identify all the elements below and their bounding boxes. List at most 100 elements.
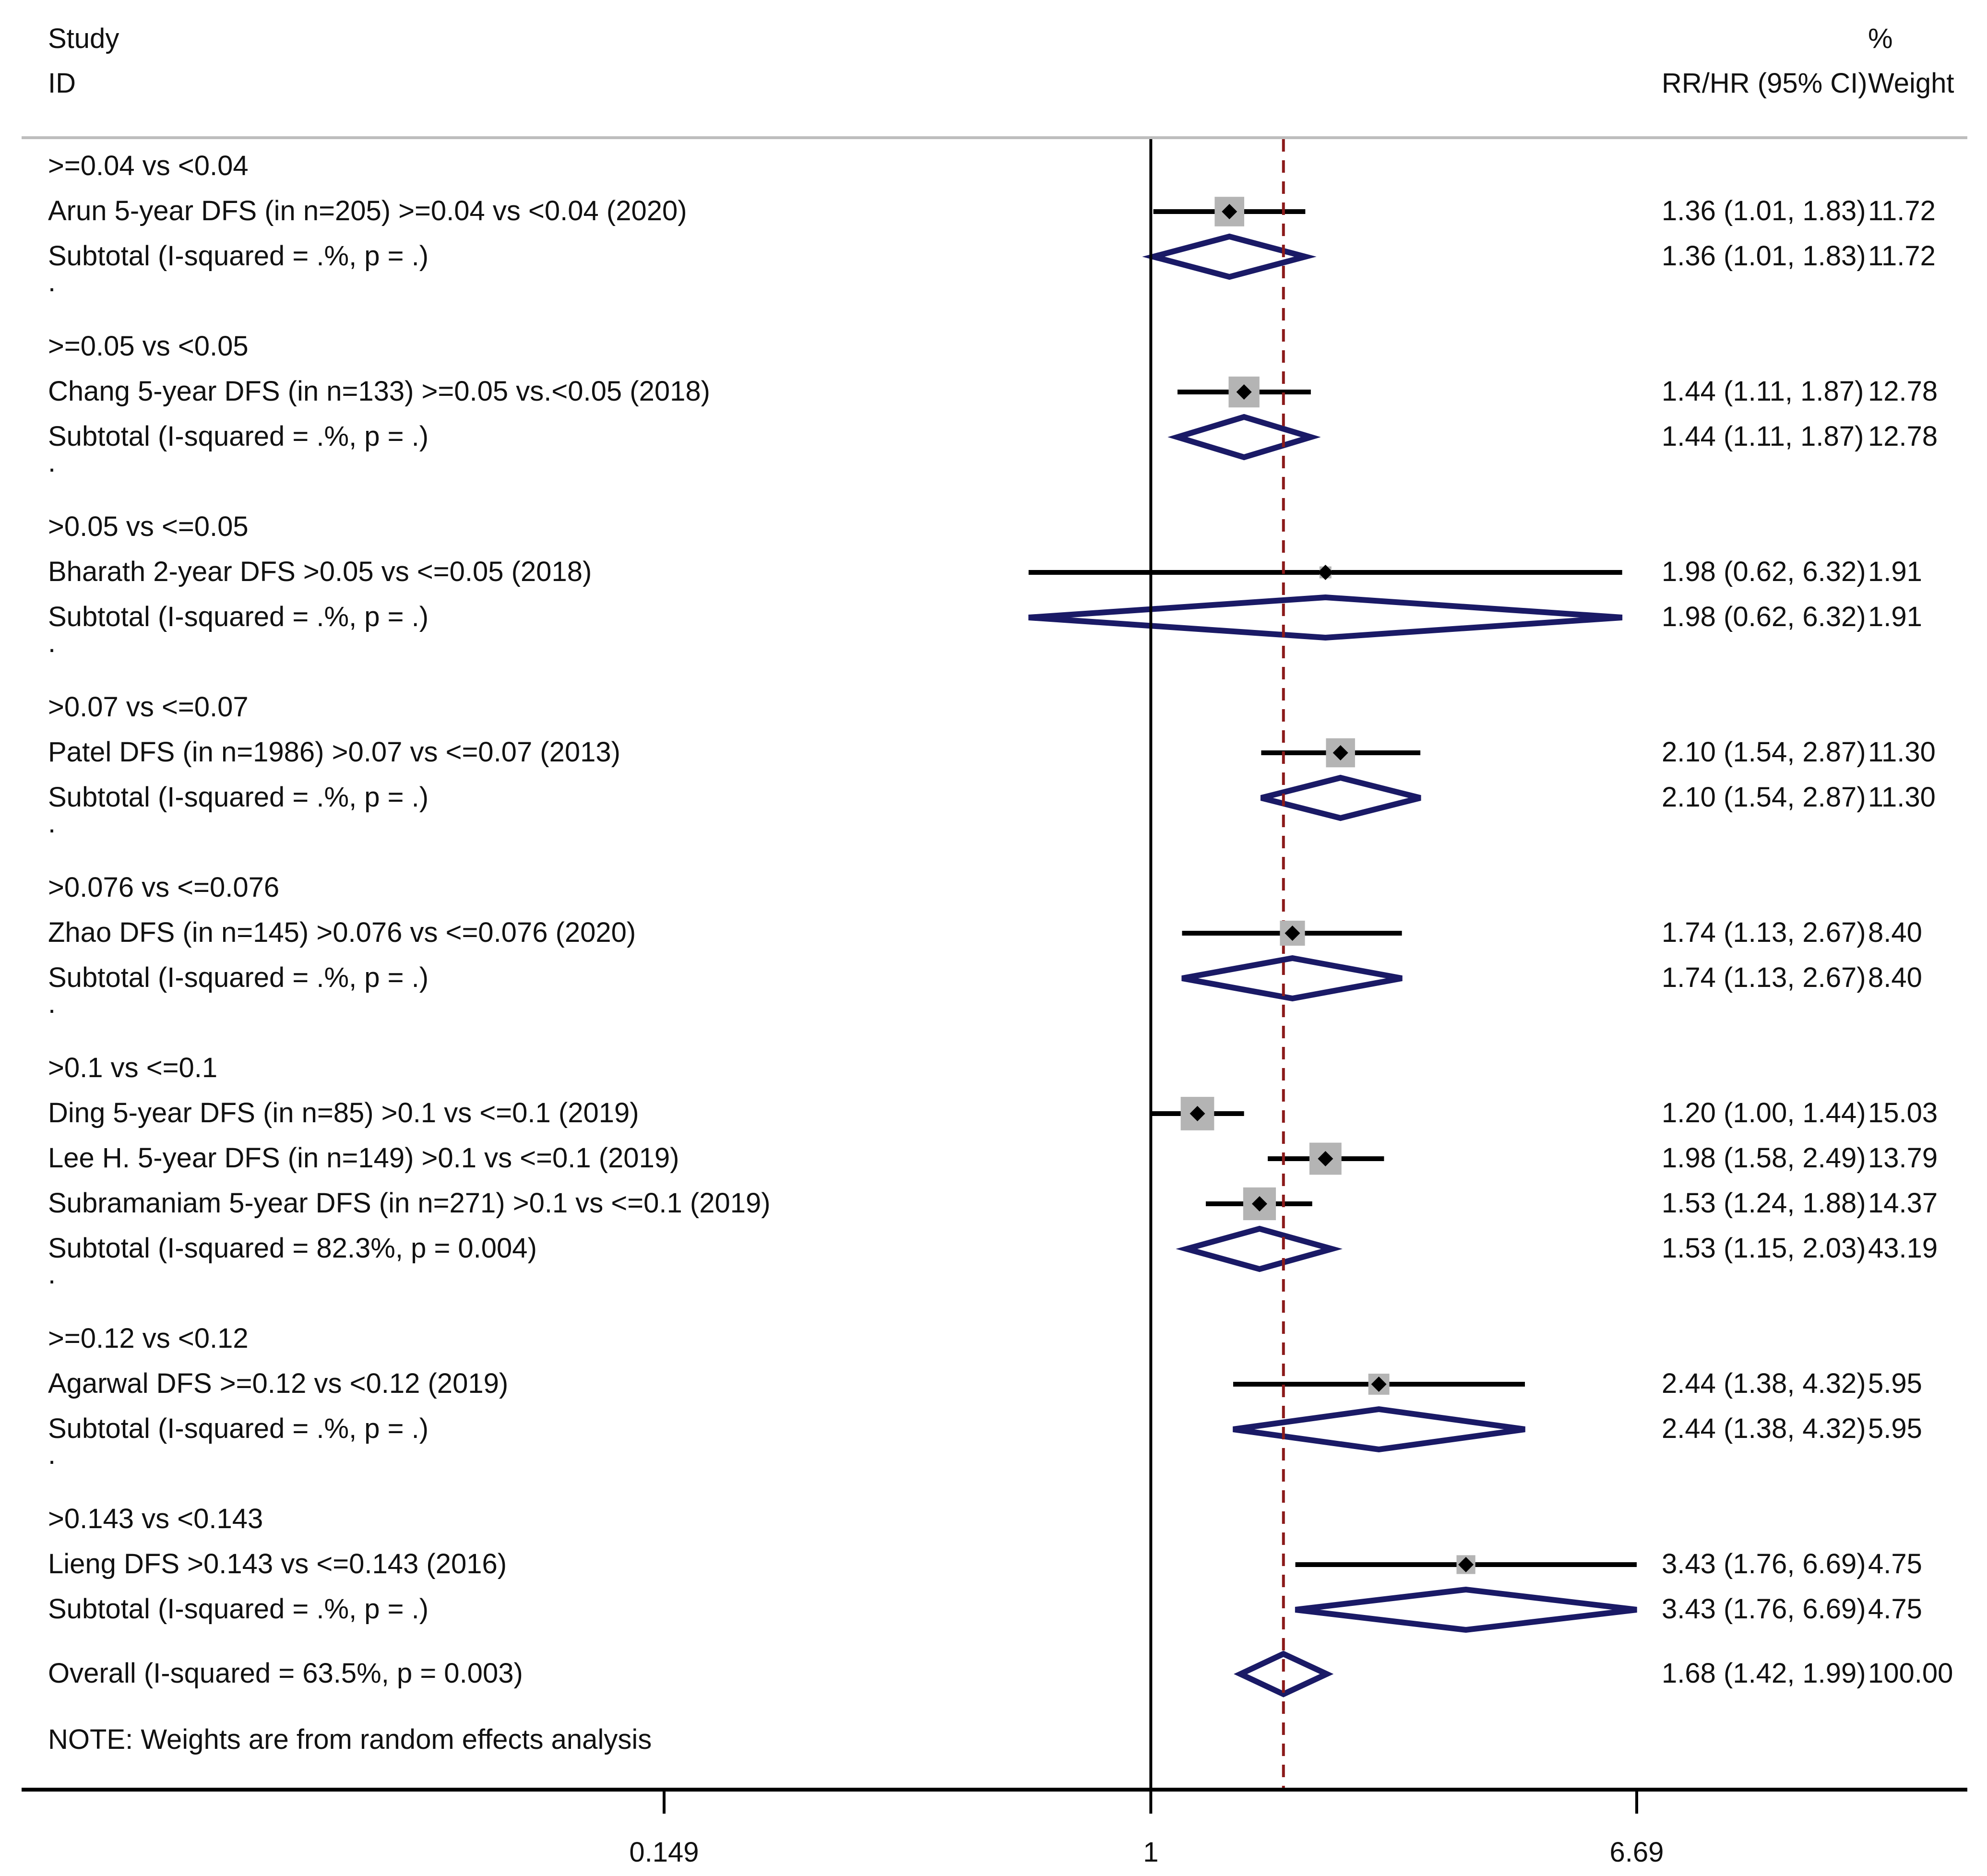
subtotal-label: Subtotal (I-squared = .%, p = .): [48, 782, 428, 813]
subtotal-diamond: [1167, 414, 1321, 461]
subtotal-diamond: [1260, 774, 1421, 821]
group-separator: .: [48, 447, 56, 478]
point-estimate: [1190, 1106, 1205, 1121]
point-estimate: [1318, 1151, 1333, 1166]
header-id: ID: [48, 68, 76, 99]
subtotal-ci: 2.10 (1.54, 2.87): [1662, 782, 1866, 813]
subtotal-diamond: [1233, 1406, 1525, 1453]
subtotal-weight: 11.30: [1868, 782, 1936, 813]
overall-diamond: [1234, 1650, 1334, 1698]
overall-label: Overall (I-squared = 63.5%, p = 0.003): [48, 1658, 523, 1689]
subtotal-diamond: [1028, 594, 1623, 641]
subtotal-label: Subtotal (I-squared = .%, p = .): [48, 601, 428, 632]
subtotal-diamond: [1142, 233, 1317, 280]
header-weight: Weight: [1868, 68, 1954, 99]
x-tick-label: 0.149: [629, 1837, 699, 1868]
group-label: >=0.12 vs <0.12: [48, 1323, 249, 1354]
point-estimate: [1333, 745, 1348, 760]
study-weight: 12.78: [1868, 376, 1938, 407]
point-estimate: [1318, 565, 1333, 580]
group-label: >0.076 vs <=0.076: [48, 872, 279, 903]
x-tick-label: 6.69: [1610, 1837, 1664, 1868]
group-separator: .: [48, 988, 56, 1019]
study-name: Arun 5-year DFS (in n=205) >=0.04 vs <0.…: [48, 195, 687, 226]
study-ci: 3.43 (1.76, 6.69): [1662, 1548, 1866, 1579]
subtotal-weight: 4.75: [1868, 1593, 1922, 1625]
subtotal-ci: 3.43 (1.76, 6.69): [1662, 1593, 1866, 1625]
study-ci: 1.36 (1.01, 1.83): [1662, 195, 1866, 226]
subtotal-weight: 5.95: [1868, 1413, 1922, 1444]
study-name: Zhao DFS (in n=145) >0.076 vs <=0.076 (2…: [48, 917, 636, 948]
group-separator: .: [48, 266, 56, 297]
group-label: >0.143 vs <0.143: [48, 1503, 263, 1534]
x-tick-label: 1: [1143, 1837, 1158, 1868]
point-estimate: [1285, 926, 1300, 941]
study-ci: 1.44 (1.11, 1.87): [1662, 376, 1864, 407]
header-effect: RR/HR (95% CI): [1662, 68, 1868, 99]
group-separator: .: [48, 627, 56, 658]
subtotal-weight: 1.91: [1868, 601, 1922, 632]
study-ci: 2.44 (1.38, 4.32): [1662, 1368, 1866, 1399]
subtotal-label: Subtotal (I-squared = .%, p = .): [48, 1593, 428, 1625]
subtotal-label: Subtotal (I-squared = .%, p = .): [48, 421, 428, 452]
note: NOTE: Weights are from random effects an…: [48, 1724, 652, 1755]
study-name: Ding 5-year DFS (in n=85) >0.1 vs <=0.1 …: [48, 1097, 639, 1128]
point-estimate: [1458, 1557, 1474, 1572]
study-weight: 11.72: [1868, 195, 1936, 226]
group-label: >0.05 vs <=0.05: [48, 511, 249, 542]
study-name: Patel DFS (in n=1986) >0.07 vs <=0.07 (2…: [48, 736, 620, 768]
point-estimate: [1222, 204, 1237, 219]
study-ci: 1.20 (1.00, 1.44): [1662, 1097, 1866, 1128]
study-weight: 11.30: [1868, 736, 1936, 768]
study-weight: 14.37: [1868, 1187, 1938, 1219]
point-estimate: [1251, 1196, 1267, 1211]
study-ci: 1.74 (1.13, 2.67): [1662, 917, 1866, 948]
point-estimate: [1236, 384, 1252, 400]
subtotal-diamond: [1295, 1586, 1637, 1633]
subtotal-ci: 1.98 (0.62, 6.32): [1662, 601, 1866, 632]
study-weight: 5.95: [1868, 1368, 1922, 1399]
study-ci: 1.98 (0.62, 6.32): [1662, 556, 1866, 587]
subtotal-label: Subtotal (I-squared = .%, p = .): [48, 962, 428, 993]
subtotal-label: Subtotal (I-squared = 82.3%, p = 0.004): [48, 1233, 537, 1264]
study-ci: 2.10 (1.54, 2.87): [1662, 736, 1866, 768]
subtotal-weight: 43.19: [1868, 1233, 1938, 1264]
subtotal-diamond: [1176, 1225, 1343, 1272]
overall-ci: 1.68 (1.42, 1.99): [1662, 1658, 1866, 1689]
study-weight: 8.40: [1868, 917, 1922, 948]
group-label: >=0.05 vs <0.05: [48, 331, 249, 362]
subtotal-label: Subtotal (I-squared = .%, p = .): [48, 1413, 428, 1444]
subtotal-ci: 2.44 (1.38, 4.32): [1662, 1413, 1866, 1444]
subtotal-label: Subtotal (I-squared = .%, p = .): [48, 240, 428, 272]
study-weight: 4.75: [1868, 1548, 1922, 1579]
group-label: >0.1 vs <=0.1: [48, 1052, 217, 1083]
study-name: Agarwal DFS >=0.12 vs <0.12 (2019): [48, 1368, 508, 1399]
subtotal-weight: 11.72: [1868, 240, 1936, 272]
group-separator: .: [48, 1439, 56, 1470]
header-study: Study: [48, 23, 119, 54]
header-pct: %: [1868, 23, 1893, 54]
group-label: >0.07 vs <=0.07: [48, 691, 249, 723]
group-separator: .: [48, 807, 56, 839]
study-ci: 1.53 (1.24, 1.88): [1662, 1187, 1866, 1219]
study-ci: 1.98 (1.58, 2.49): [1662, 1142, 1866, 1174]
study-name: Bharath 2-year DFS >0.05 vs <=0.05 (2018…: [48, 556, 592, 587]
study-name: Lieng DFS >0.143 vs <=0.143 (2016): [48, 1548, 507, 1579]
study-name: Lee H. 5-year DFS (in n=149) >0.1 vs <=0…: [48, 1142, 679, 1174]
study-weight: 1.91: [1868, 556, 1922, 587]
subtotal-weight: 8.40: [1868, 962, 1922, 993]
subtotal-diamond: [1181, 955, 1403, 1002]
study-name: Subramaniam 5-year DFS (in n=271) >0.1 v…: [48, 1187, 771, 1219]
subtotal-ci: 1.53 (1.15, 2.03): [1662, 1233, 1866, 1264]
subtotal-weight: 12.78: [1868, 421, 1938, 452]
point-estimate: [1371, 1377, 1387, 1392]
subtotal-ci: 1.74 (1.13, 2.67): [1662, 962, 1866, 993]
study-name: Chang 5-year DFS (in n=133) >=0.05 vs.<0…: [48, 376, 710, 407]
group-label: >=0.04 vs <0.04: [48, 150, 249, 181]
group-separator: .: [48, 1259, 56, 1290]
study-weight: 13.79: [1868, 1142, 1938, 1174]
study-weight: 15.03: [1868, 1097, 1938, 1128]
subtotal-ci: 1.36 (1.01, 1.83): [1662, 240, 1866, 272]
overall-weight: 100.00: [1868, 1658, 1953, 1689]
